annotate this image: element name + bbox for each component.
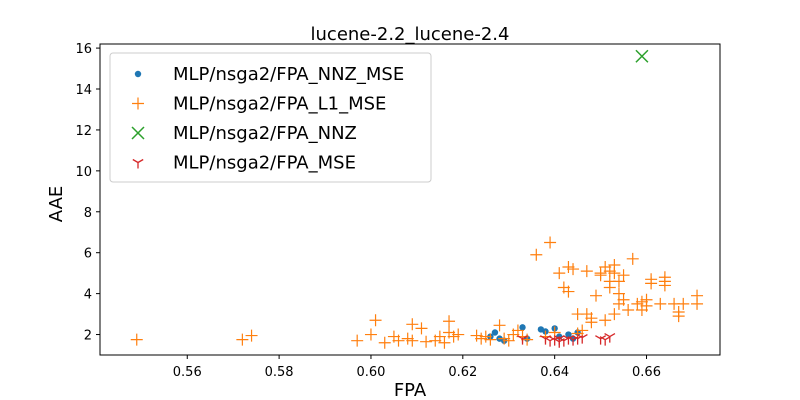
series-1 (130, 236, 704, 349)
legend-box (109, 52, 432, 183)
data-point (493, 319, 506, 332)
series-3 (516, 333, 616, 348)
data-point (392, 334, 405, 347)
legend-label: MLP/nsga2/FPA_MSE (173, 153, 356, 174)
data-point (617, 293, 630, 306)
x-axis: 0.56 0.58 0.60 0.62 0.64 0.66 (173, 355, 661, 380)
data-point (640, 299, 653, 312)
legend-label: MLP/nsga2/FPA_L1_MSE (173, 94, 386, 115)
data-point (452, 328, 465, 341)
data-point (608, 308, 621, 321)
y-tick-label: 6 (84, 247, 92, 262)
y-tick-label: 8 (84, 206, 92, 221)
x-tick-label: 0.62 (448, 365, 477, 380)
data-point (369, 314, 382, 327)
axes-frame (99, 43, 721, 356)
data-point (612, 275, 625, 288)
data-point (511, 324, 524, 337)
data-point (420, 335, 433, 348)
data-point (691, 297, 704, 310)
legend: MLP/nsga2/FPA_NNZ_MSE MLP/nsga2/FPA_L1_MS… (109, 52, 432, 183)
plot-area (130, 49, 704, 349)
data-point (130, 333, 143, 346)
legend-item: MLP/nsga2/FPA_L1_MSE (132, 94, 386, 115)
data-point (245, 329, 258, 342)
data-point (406, 318, 419, 331)
data-point (594, 269, 607, 282)
x-tick-label: 0.64 (540, 365, 569, 380)
legend-item: MLP/nsga2/FPA_NNZ (131, 123, 357, 144)
data-point (530, 248, 543, 261)
data-point (580, 265, 593, 278)
data-point (672, 310, 685, 323)
x-tick-label: 0.56 (173, 365, 202, 380)
data-point (443, 315, 456, 328)
data-point (484, 333, 497, 346)
y-tick-label: 12 (75, 124, 92, 139)
chart-title: lucene-2.2_lucene-2.4 (311, 24, 510, 45)
data-point (565, 331, 572, 338)
legend-marker (134, 70, 142, 78)
legend-marker (132, 158, 144, 169)
data-point (677, 297, 690, 310)
y-axis: 2 4 6 8 10 12 14 16 (75, 42, 100, 344)
data-point (617, 269, 630, 282)
data-point (645, 277, 658, 290)
data-point (378, 336, 391, 349)
data-point (415, 322, 428, 335)
data-point (626, 252, 639, 265)
data-point (576, 334, 588, 344)
data-point (236, 333, 249, 346)
legend-marker (132, 97, 144, 110)
legend-label: MLP/nsga2/FPA_NNZ (173, 123, 357, 144)
x-tick-label: 0.58 (265, 365, 294, 380)
data-point (635, 49, 649, 63)
y-tick-label: 10 (75, 165, 92, 180)
data-point (519, 324, 526, 331)
data-point (608, 267, 621, 280)
legend-item: MLP/nsga2/FPA_NNZ_MSE (134, 64, 404, 85)
data-point (576, 324, 589, 337)
x-axis-label: FPA (394, 380, 427, 400)
y-axis-label: AAE (46, 186, 67, 223)
data-point (351, 334, 364, 347)
data-point (622, 303, 635, 316)
x-tick-label: 0.66 (632, 365, 661, 380)
data-point (491, 329, 499, 336)
data-point (654, 297, 667, 310)
data-point (590, 289, 602, 302)
data-point (544, 236, 557, 249)
legend-label: MLP/nsga2/FPA_NNZ_MSE (173, 64, 404, 85)
data-point (516, 335, 529, 345)
data-point (604, 333, 616, 343)
x-tick-label: 0.60 (356, 365, 385, 380)
data-point (603, 281, 616, 294)
data-point (502, 334, 515, 347)
data-point (406, 334, 419, 347)
y-tick-label: 14 (75, 83, 92, 98)
series-2 (635, 49, 649, 63)
legend-item: MLP/nsga2/FPA_MSE (132, 153, 356, 174)
data-point (612, 287, 625, 300)
legend-marker (131, 126, 145, 140)
y-tick-label: 16 (75, 42, 92, 57)
data-point (562, 285, 575, 298)
data-point (553, 267, 566, 280)
y-tick-label: 4 (84, 288, 92, 303)
data-point (599, 314, 612, 327)
data-point (585, 316, 598, 329)
data-point (658, 279, 671, 292)
data-point (433, 330, 446, 343)
y-tick-label: 2 (84, 329, 92, 344)
data-point (567, 263, 580, 276)
data-point (364, 328, 377, 341)
data-point (438, 336, 451, 349)
